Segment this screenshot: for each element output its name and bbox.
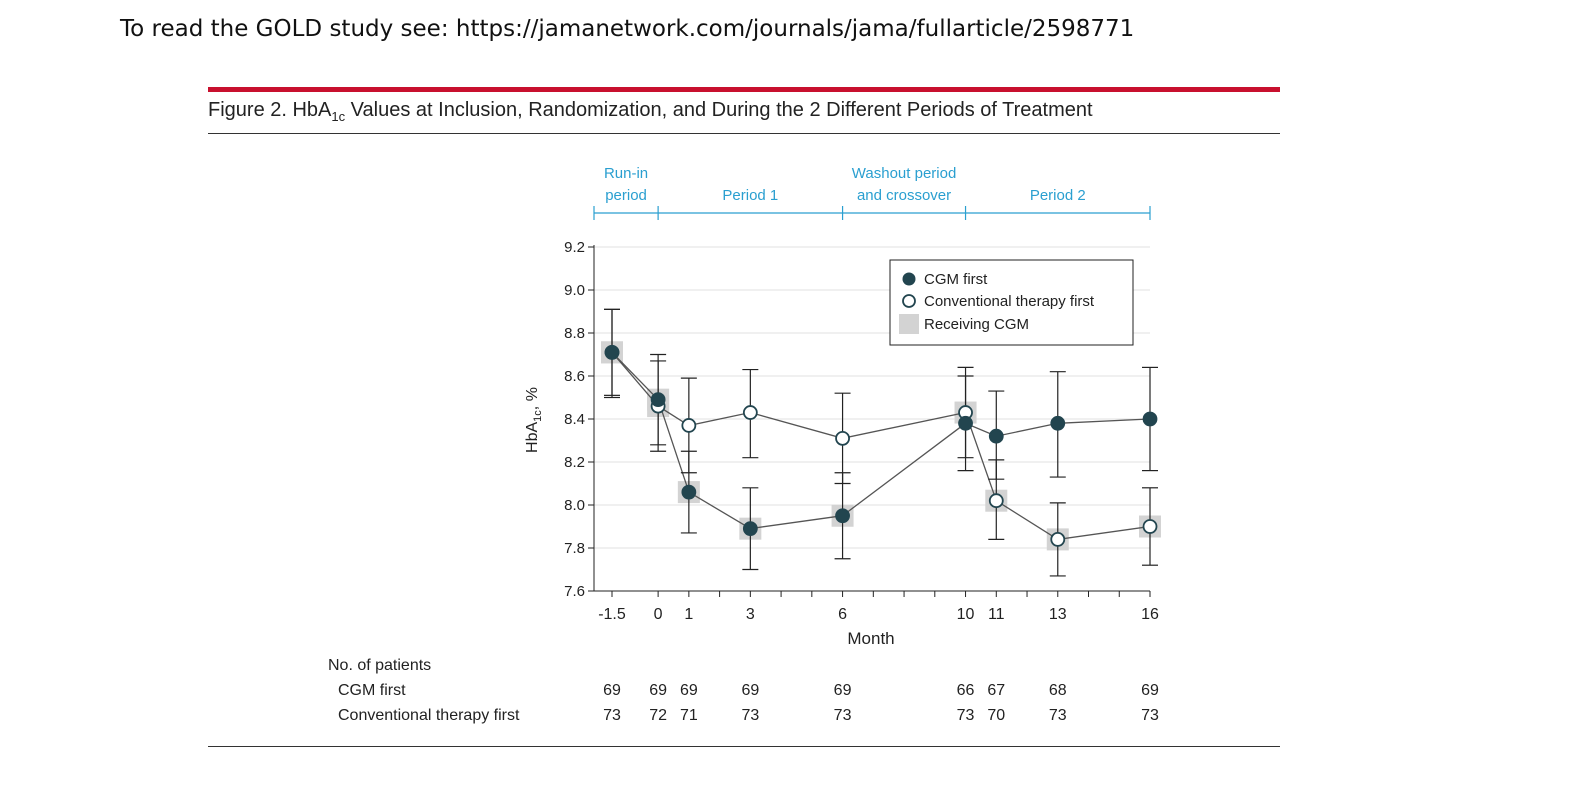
patients-count: 71 bbox=[680, 707, 698, 724]
bottom-rule bbox=[208, 746, 1280, 747]
y-tick-label: 8.6 bbox=[564, 368, 585, 385]
data-point bbox=[650, 392, 666, 408]
y-tick-label: 7.8 bbox=[564, 540, 585, 557]
data-point bbox=[1050, 532, 1066, 547]
legend-marker-filled bbox=[902, 272, 916, 286]
patients-count: 73 bbox=[603, 707, 621, 724]
data-point bbox=[1142, 411, 1158, 427]
x-tick-label: 10 bbox=[957, 606, 975, 623]
x-tick-label: 1 bbox=[684, 606, 693, 623]
patients-count: 69 bbox=[1141, 682, 1159, 699]
data-point bbox=[681, 418, 697, 433]
patients-count: 72 bbox=[649, 707, 667, 724]
period-label: and crossover bbox=[857, 187, 951, 204]
figure-title-suffix: Values at Inclusion, Randomization, and … bbox=[345, 99, 1093, 121]
patients-count: 68 bbox=[1049, 682, 1067, 699]
data-point bbox=[988, 428, 1004, 444]
data-point bbox=[835, 430, 850, 446]
x-tick-label: 0 bbox=[654, 606, 663, 623]
y-axis-title-suffix: , % bbox=[524, 387, 541, 410]
patients-count: 67 bbox=[987, 682, 1005, 699]
legend-label: Receiving CGM bbox=[924, 316, 1029, 333]
period-label: Period 1 bbox=[722, 187, 778, 204]
period-label: Run-in bbox=[604, 165, 648, 182]
x-tick-label: 3 bbox=[746, 606, 755, 623]
data-point bbox=[604, 344, 620, 360]
period-label: Period 2 bbox=[1030, 187, 1086, 204]
patients-count: 73 bbox=[834, 707, 852, 724]
patients-table-title: No. of patients bbox=[328, 657, 431, 674]
data-point bbox=[742, 521, 758, 537]
x-tick-label: 16 bbox=[1141, 606, 1159, 623]
patients-count: 70 bbox=[987, 707, 1005, 724]
title-rule bbox=[208, 133, 1280, 134]
patients-count: 69 bbox=[603, 682, 621, 699]
patients-count: 69 bbox=[741, 682, 759, 699]
patients-count: 73 bbox=[1049, 707, 1067, 724]
y-tick-label: 9.0 bbox=[564, 282, 585, 299]
x-tick-label: -1.5 bbox=[598, 606, 626, 623]
data-point bbox=[1050, 415, 1066, 431]
y-axis-title: HbA1c, % bbox=[524, 387, 544, 453]
data-point bbox=[835, 508, 850, 524]
x-tick-label: 11 bbox=[988, 606, 1005, 623]
patients-count: 73 bbox=[1141, 707, 1159, 724]
patients-count: 73 bbox=[741, 707, 759, 724]
y-tick-label: 7.6 bbox=[564, 583, 585, 600]
figure-title-prefix: Figure 2. HbA bbox=[208, 99, 332, 121]
y-tick-label: 8.2 bbox=[564, 454, 585, 471]
x-axis-title: Month bbox=[847, 629, 894, 648]
data-point bbox=[988, 493, 1004, 509]
patients-count: 69 bbox=[649, 682, 667, 699]
legend-marker-open bbox=[902, 294, 916, 308]
figure-title: Figure 2. HbA1c Values at Inclusion, Ran… bbox=[208, 99, 1093, 124]
x-tick-label: 6 bbox=[838, 606, 847, 623]
patients-row-label: Conventional therapy first bbox=[338, 707, 520, 724]
period-label: Washout period bbox=[852, 165, 957, 182]
header-text: To read the GOLD study see: https://jama… bbox=[120, 16, 1135, 42]
patients-count: 66 bbox=[957, 682, 975, 699]
legend-label: Conventional therapy first bbox=[924, 293, 1095, 310]
legend-box bbox=[889, 259, 1134, 346]
y-tick-label: 9.2 bbox=[564, 239, 585, 256]
legend-marker-cgm bbox=[899, 314, 919, 334]
legend-label: CGM first bbox=[924, 271, 988, 288]
accent-rule bbox=[208, 87, 1280, 92]
patients-row-label: CGM first bbox=[338, 682, 406, 699]
y-tick-label: 8.4 bbox=[564, 411, 585, 428]
data-point bbox=[681, 484, 697, 500]
series-line bbox=[611, 351, 1151, 541]
y-tick-label: 8.8 bbox=[564, 325, 585, 342]
period-label: period bbox=[605, 187, 647, 204]
patients-count: 69 bbox=[834, 682, 852, 699]
x-tick-label: 13 bbox=[1049, 606, 1067, 623]
patients-count: 69 bbox=[680, 682, 698, 699]
figure-title-sub: 1c bbox=[331, 109, 346, 124]
y-tick-label: 8.0 bbox=[564, 497, 585, 514]
y-axis-title-prefix: HbA bbox=[524, 421, 541, 452]
patients-count: 73 bbox=[957, 707, 975, 724]
y-axis-title-sub: 1c bbox=[532, 410, 544, 422]
data-point bbox=[742, 405, 758, 420]
data-point bbox=[958, 415, 973, 431]
data-point bbox=[1142, 519, 1158, 534]
